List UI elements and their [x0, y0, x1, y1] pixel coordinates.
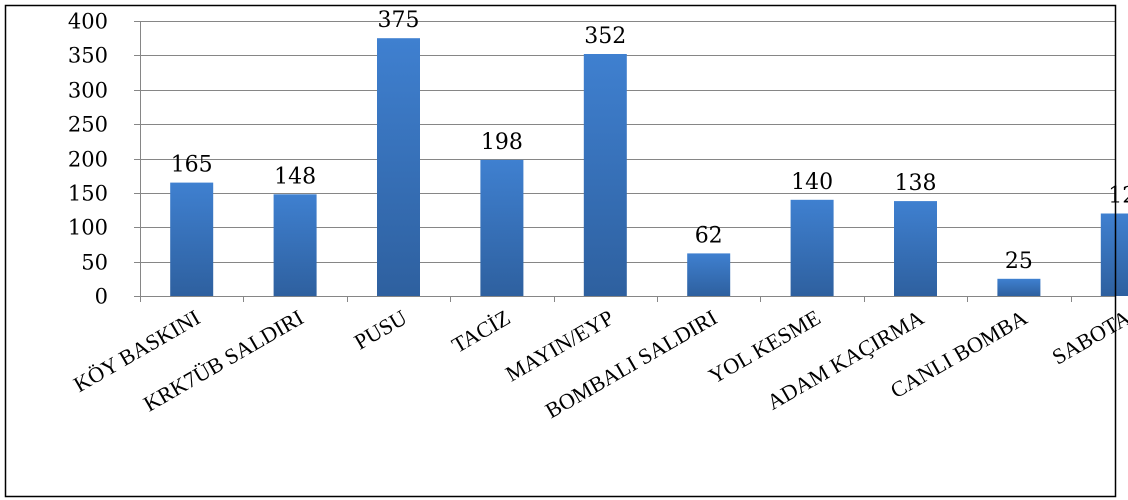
category-label: PUSU: [350, 305, 411, 355]
bar: [687, 253, 731, 296]
axes: [134, 21, 1116, 297]
y-tick-label: 150: [68, 182, 108, 206]
y-tick-label: 250: [68, 113, 108, 137]
data-label: 165: [171, 153, 213, 178]
bar: [997, 278, 1041, 296]
y-tick-label: 200: [68, 148, 108, 172]
bar: [170, 182, 214, 296]
bars: [170, 38, 1128, 297]
data-label: 148: [274, 164, 316, 189]
data-label: 375: [378, 8, 420, 33]
y-tick-label: 0: [95, 285, 108, 309]
bar: [480, 159, 524, 296]
bar: [894, 201, 937, 296]
y-tick-label: 100: [68, 216, 108, 240]
y-tick-label: 300: [68, 79, 108, 103]
data-label: 25: [1005, 249, 1033, 274]
y-tick-label: 50: [81, 251, 108, 275]
bar: [273, 194, 317, 297]
data-label: 12: [1108, 184, 1128, 209]
x-tick-marks: [140, 296, 1072, 302]
data-label: 140: [791, 170, 833, 195]
bar: [1100, 213, 1128, 296]
data-label: 62: [695, 223, 723, 248]
data-label: 352: [584, 24, 626, 49]
y-tick-label: 350: [68, 44, 108, 68]
data-labels: 165 148 375 198 352 62 140 138 25 12: [171, 8, 1128, 274]
chart-border: [4, 4, 1117, 498]
y-tick-labels: 0 50 100 150 200 250 300 350 400: [68, 10, 108, 309]
data-label: 138: [895, 171, 937, 196]
bar: [377, 38, 420, 296]
category-label: TACİZ: [447, 305, 514, 358]
bar: [583, 54, 627, 296]
category-label: BOMBALI SALDIRI: [541, 305, 721, 424]
bar: [790, 199, 834, 297]
data-label: 198: [481, 130, 523, 155]
y-tick-label: 400: [68, 10, 108, 34]
